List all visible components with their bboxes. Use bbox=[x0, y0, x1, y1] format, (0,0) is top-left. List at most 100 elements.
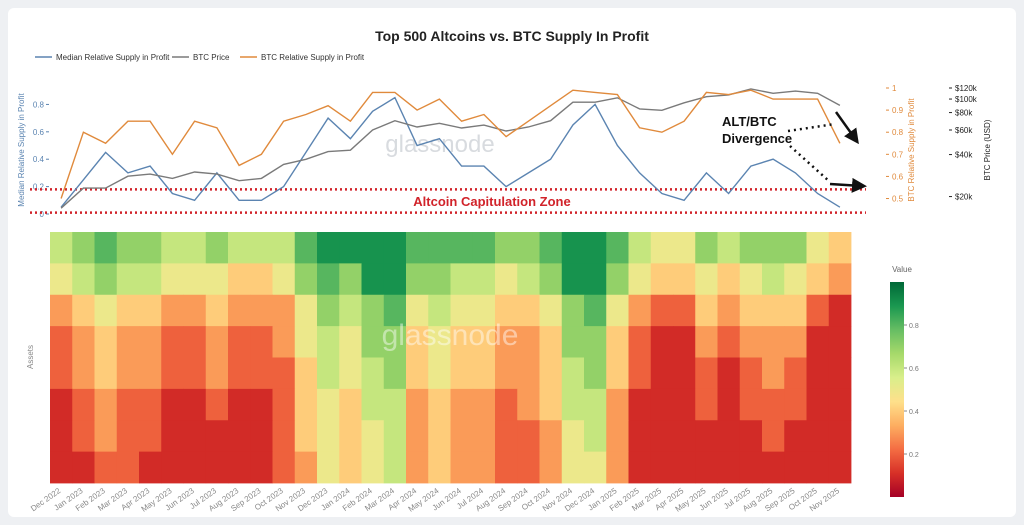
heatmap-cell bbox=[650, 420, 674, 453]
heatmap-cell bbox=[673, 388, 696, 421]
heatmap-cell bbox=[762, 357, 785, 390]
heatmap-cell bbox=[739, 263, 763, 296]
heatmap-cell bbox=[228, 326, 251, 358]
heatmap-cell bbox=[272, 388, 296, 421]
heatmap-cell bbox=[428, 388, 451, 421]
heatmap-cell bbox=[717, 357, 741, 390]
heatmap-cell bbox=[539, 294, 563, 327]
heatmap-cell bbox=[294, 263, 318, 296]
heatmap-cell bbox=[272, 294, 296, 327]
heatmap-cell bbox=[628, 451, 652, 484]
heatmap-cell bbox=[406, 263, 429, 296]
heatmap-cell bbox=[628, 294, 652, 327]
zone-label: Altcoin Capitulation Zone bbox=[413, 194, 570, 209]
heatmap-cell bbox=[139, 294, 162, 327]
heatmap-cell bbox=[317, 294, 340, 327]
heatmap-cell bbox=[183, 232, 207, 264]
heatmap-cell bbox=[294, 451, 318, 484]
heatmap-cell bbox=[806, 357, 830, 390]
line bbox=[60, 89, 841, 199]
heatmap-cell bbox=[428, 232, 451, 264]
heatmap-cell bbox=[495, 420, 518, 453]
heatmap-cell bbox=[517, 388, 540, 421]
heatmap-cell bbox=[628, 388, 652, 421]
heatmap-cell bbox=[650, 232, 674, 264]
heatmap-cell bbox=[472, 326, 496, 358]
heatmap-cell bbox=[339, 388, 362, 421]
heatmap-cell bbox=[828, 232, 852, 264]
heatmap-cell bbox=[472, 420, 496, 453]
heatmap-cell bbox=[495, 388, 518, 421]
heatmap-cell bbox=[250, 326, 273, 358]
heatmap-cell bbox=[50, 388, 73, 421]
line bbox=[60, 88, 841, 209]
heatmap-cell bbox=[650, 326, 674, 358]
heatmap-cell bbox=[361, 263, 385, 296]
heatmap-cell bbox=[606, 263, 629, 296]
heatmap-cell bbox=[784, 263, 807, 296]
heatmap-cell bbox=[339, 294, 362, 327]
heatmap-cell bbox=[339, 357, 362, 390]
heatmap-cell bbox=[517, 232, 540, 264]
heatmap-cell bbox=[428, 420, 451, 453]
heatmap-cell bbox=[317, 388, 340, 421]
heatmap-cell bbox=[406, 388, 429, 421]
heatmap-cell bbox=[406, 357, 429, 390]
heatmap-cell bbox=[517, 451, 540, 484]
heatmap-cell bbox=[650, 357, 674, 390]
heatmap-cell bbox=[50, 294, 73, 327]
heatmap-cell bbox=[228, 388, 251, 421]
heatmap-cell bbox=[339, 420, 362, 453]
heatmap-cell bbox=[272, 232, 296, 264]
heatmap-cell bbox=[116, 294, 140, 327]
heatmap-cell bbox=[650, 294, 674, 327]
colorbar-tick-label: 0.2 bbox=[909, 452, 919, 459]
heatmap-cell bbox=[161, 451, 184, 484]
heatmap-cell bbox=[561, 357, 585, 390]
heatmap-cell bbox=[717, 232, 741, 264]
heatmap-cell bbox=[517, 326, 540, 358]
heatmap-cell bbox=[606, 326, 629, 358]
heatmap-cell bbox=[183, 388, 207, 421]
heatmap-cell bbox=[495, 232, 518, 264]
colorbar-tick-label: 0.8 bbox=[909, 323, 919, 330]
heatmap-cell bbox=[205, 451, 229, 484]
heatmap-cell bbox=[628, 263, 652, 296]
heatmap-cell bbox=[339, 232, 362, 264]
heatmap-cell bbox=[628, 357, 652, 390]
heatmap-cell bbox=[94, 326, 118, 358]
heatmap-cell bbox=[228, 263, 251, 296]
heatmap-cell bbox=[539, 326, 563, 358]
heatmap-cell bbox=[450, 263, 474, 296]
heatmap-cell bbox=[94, 388, 118, 421]
heatmap-cell bbox=[828, 357, 852, 390]
heatmap-cell bbox=[450, 294, 474, 327]
heatmap-cell bbox=[806, 294, 830, 327]
heatmap-cell bbox=[161, 232, 184, 264]
y2-tick-label: 0.6 bbox=[892, 172, 904, 181]
heatmap-cell bbox=[317, 263, 340, 296]
heatmap-cell bbox=[673, 263, 696, 296]
heatmap-cell bbox=[495, 326, 518, 358]
y2-tick-label: 0.7 bbox=[892, 150, 904, 159]
heatmap-cell bbox=[828, 420, 852, 453]
heatmap-cell bbox=[695, 232, 718, 264]
heatmap-cell bbox=[739, 294, 763, 327]
heatmap-cell bbox=[517, 263, 540, 296]
heatmap-cell bbox=[784, 232, 807, 264]
heatmap-cell bbox=[383, 388, 407, 421]
heatmap-cell bbox=[495, 263, 518, 296]
heatmap-cell bbox=[383, 294, 407, 327]
heatmap-cell bbox=[428, 357, 451, 390]
heatmap-cell bbox=[606, 451, 629, 484]
heatmap-cell bbox=[250, 263, 273, 296]
heatmap-cell bbox=[539, 388, 563, 421]
heatmap-cell bbox=[628, 232, 652, 264]
y3-tick-label: $40k bbox=[955, 151, 973, 160]
heatmap-cell bbox=[406, 294, 429, 327]
heatmap-cell bbox=[495, 357, 518, 390]
heatmap-cell bbox=[72, 263, 95, 296]
heatmap-cell bbox=[739, 451, 763, 484]
heatmap-cell bbox=[116, 388, 140, 421]
heatmap-cell bbox=[139, 326, 162, 358]
